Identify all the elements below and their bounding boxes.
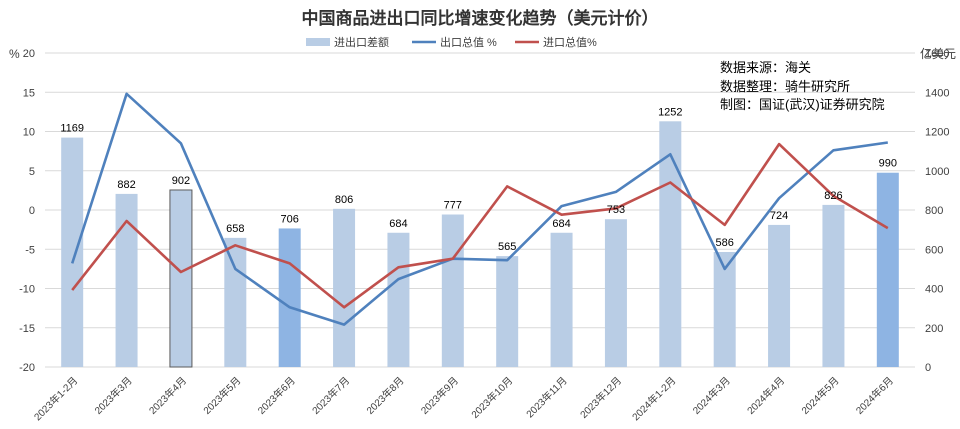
bar bbox=[604, 219, 627, 367]
bar-value-label: 658 bbox=[226, 223, 244, 235]
x-tick-label: 2023年3月 bbox=[92, 374, 135, 417]
left-tick-label: 15 bbox=[23, 87, 35, 99]
note-charting: 制图：国证(武汉)证券研究院 bbox=[720, 97, 885, 112]
left-tick-label: 0 bbox=[29, 205, 35, 217]
bar bbox=[659, 121, 682, 367]
bar-value-label: 586 bbox=[716, 237, 734, 249]
legend-label-import: 进口总值% bbox=[543, 35, 597, 49]
x-tick-label: 2023年11月 bbox=[523, 374, 569, 420]
bar bbox=[768, 224, 791, 367]
x-tick-label: 2023年6月 bbox=[255, 374, 298, 417]
bar bbox=[115, 193, 138, 367]
bar bbox=[441, 214, 464, 367]
bar-value-label: 706 bbox=[281, 213, 299, 225]
bar-value-label: 777 bbox=[444, 200, 462, 212]
legend-swatch-balance bbox=[306, 38, 330, 46]
right-tick-label: 1200 bbox=[925, 127, 949, 139]
right-axis-ticks: 1600 1400 1200 1000 800 600 400 200 0 bbox=[925, 48, 949, 374]
export-growth-line bbox=[70, 92, 888, 326]
bar-value-label: 684 bbox=[552, 218, 570, 230]
bar bbox=[550, 232, 573, 367]
x-tick-label: 2023年4月 bbox=[146, 374, 189, 417]
bar-value-label: 684 bbox=[389, 218, 407, 230]
bar-value-label: 1252 bbox=[658, 106, 682, 118]
x-tick-label: 2024年6月 bbox=[853, 374, 896, 417]
left-tick-label: -20 bbox=[19, 362, 35, 374]
left-axis-ticks: 20 15 10 5 0 -5 -10 -15 -20 bbox=[19, 48, 35, 374]
bar-value-label: 1169 bbox=[60, 123, 84, 135]
right-tick-label: 0 bbox=[925, 362, 931, 374]
right-tick-label: 1600 bbox=[925, 48, 949, 60]
x-tick-label: 2024年4月 bbox=[744, 374, 787, 417]
note-source: 数据来源：海关 bbox=[720, 60, 811, 75]
bar bbox=[387, 232, 410, 367]
bar bbox=[224, 237, 247, 367]
data-labels: 1169 882 902 658 706 806 684 777 565 684 753 1252 58… bbox=[60, 106, 897, 253]
x-tick-label: 2024年3月 bbox=[690, 374, 733, 417]
right-tick-label: 1400 bbox=[925, 87, 949, 99]
bar-value-label: 806 bbox=[335, 194, 353, 206]
x-tick-label: 2023年5月 bbox=[200, 374, 243, 417]
left-tick-label: -10 bbox=[19, 284, 35, 296]
legend: 进出口差额 出口总值 % 进口总值% bbox=[306, 35, 597, 49]
bar-value-label: 565 bbox=[498, 241, 516, 253]
x-tick-label: 2023年12月 bbox=[577, 374, 624, 421]
bar-value-label: 753 bbox=[607, 204, 625, 216]
right-tick-label: 400 bbox=[925, 284, 943, 296]
legend-label-export: 出口总值 % bbox=[440, 35, 497, 49]
left-axis-unit: % bbox=[9, 47, 20, 61]
bar bbox=[496, 256, 519, 367]
bar bbox=[822, 204, 845, 367]
bar bbox=[169, 189, 193, 368]
x-tick-label: 2023年7月 bbox=[309, 374, 352, 417]
x-tick-label: 2023年1-2月 bbox=[31, 374, 80, 423]
right-tick-label: 200 bbox=[925, 323, 943, 335]
left-tick-label: 20 bbox=[23, 48, 35, 60]
bar bbox=[713, 251, 736, 367]
bar-value-label: 826 bbox=[824, 190, 842, 202]
right-tick-label: 600 bbox=[925, 244, 943, 256]
bar bbox=[278, 228, 301, 367]
right-axis-unit: 亿美元 bbox=[920, 46, 956, 61]
left-tick-label: -5 bbox=[25, 244, 35, 256]
left-tick-label: 10 bbox=[23, 127, 35, 139]
note-compiler: 数据整理：骑牛研究所 bbox=[720, 79, 850, 94]
bar-value-label: 990 bbox=[879, 158, 897, 170]
source-notes: 数据来源：海关 数据整理：骑牛研究所 制图：国证(武汉)证券研究院 bbox=[720, 60, 885, 112]
bar-value-label: 902 bbox=[172, 175, 190, 187]
left-tick-label: 5 bbox=[29, 166, 35, 178]
bar bbox=[333, 208, 356, 367]
x-axis-ticks: 2023年1-2月 2023年3月 2023年4月 2023年5月 2023年6月 202… bbox=[31, 374, 896, 423]
x-tick-label: 2023年10月 bbox=[468, 374, 515, 421]
x-tick-label: 2024年1-2月 bbox=[629, 374, 678, 423]
import-growth-line bbox=[71, 142, 889, 309]
right-tick-label: 1000 bbox=[925, 166, 949, 178]
x-tick-label: 2023年9月 bbox=[418, 374, 461, 417]
legend-label-balance: 进出口差额 bbox=[334, 35, 389, 49]
right-tick-label: 800 bbox=[925, 205, 943, 217]
bar-value-label: 724 bbox=[770, 210, 788, 222]
chart-title: 中国商品进出口同比增速变化趋势（美元计价） bbox=[302, 8, 659, 28]
bar bbox=[876, 172, 899, 367]
bar bbox=[61, 137, 84, 367]
bar-value-label: 882 bbox=[117, 179, 135, 191]
x-tick-label: 2023年8月 bbox=[364, 374, 407, 417]
x-tick-label: 2024年5月 bbox=[799, 374, 842, 417]
left-tick-label: -15 bbox=[19, 323, 35, 335]
line-series bbox=[70, 92, 889, 326]
